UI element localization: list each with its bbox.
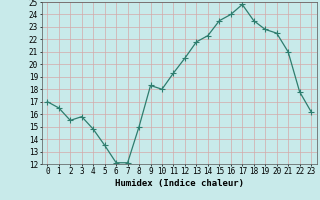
X-axis label: Humidex (Indice chaleur): Humidex (Indice chaleur) bbox=[115, 179, 244, 188]
